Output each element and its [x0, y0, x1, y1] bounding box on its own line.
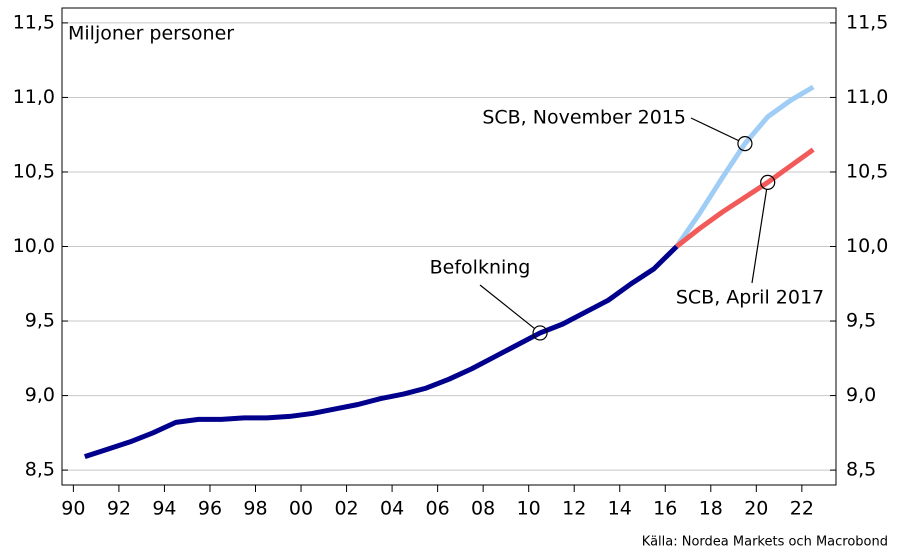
- y-tick-label: 10,5: [13, 160, 55, 182]
- x-tick-label: 14: [608, 498, 632, 520]
- x-tick-label: 16: [653, 498, 677, 520]
- annotation-leader: [751, 189, 768, 284]
- x-tick-label: 18: [699, 498, 723, 520]
- y-tick-label: 9,5: [25, 310, 55, 332]
- annotation-leader: [479, 284, 535, 330]
- y-tick-label: 11,0: [13, 86, 55, 108]
- series-line: [675, 147, 815, 249]
- x-tick-label: 20: [744, 498, 768, 520]
- y-tick-label: 11,5: [13, 11, 55, 33]
- y2-tick-label: 10,0: [846, 235, 888, 257]
- x-tick-label: 92: [107, 498, 131, 520]
- annotation-marker: [760, 174, 776, 191]
- y2-tick-label: 9,0: [846, 384, 876, 406]
- plot-frame: [61, 7, 837, 486]
- y-tick-label: 10,0: [13, 235, 55, 257]
- x-tick-label: 22: [790, 498, 814, 520]
- x-tick-label: 00: [289, 498, 313, 520]
- y2-tick-label: 10,5: [846, 160, 888, 182]
- source: Källa: Nordea Markets och Macrobond: [642, 535, 888, 550]
- x-tick-label: 94: [152, 498, 176, 520]
- series-line: [83, 244, 679, 460]
- x-tick-label: 96: [198, 498, 222, 520]
- x-tick-label: 08: [471, 498, 495, 520]
- annotation-marker: [532, 325, 548, 341]
- x-tick-label: 90: [61, 498, 85, 520]
- x-tick-label: 02: [334, 498, 358, 520]
- x-tick-label: 10: [517, 498, 541, 520]
- x-tick-label: 12: [562, 498, 586, 520]
- series-label: Befolkning: [430, 257, 531, 279]
- y-tick-label: 8,5: [25, 459, 55, 481]
- y-axis-label: Miljoner personer: [68, 23, 234, 45]
- y2-tick-label: 9,5: [846, 310, 876, 332]
- series-label: SCB, April 2017: [676, 287, 824, 309]
- y2-tick-label: 11,5: [846, 11, 888, 33]
- x-tick-label: 06: [426, 498, 450, 520]
- y2-tick-label: 11,0: [846, 86, 888, 108]
- x-tick-label: 04: [380, 498, 404, 520]
- x-tick-label: 98: [243, 498, 267, 520]
- series-label: SCB, November 2015: [482, 107, 686, 129]
- annotation-leader: [690, 117, 739, 142]
- y-tick-label: 9,0: [25, 384, 55, 406]
- y2-tick-label: 8,5: [846, 459, 876, 481]
- series-line: [674, 84, 815, 248]
- annotation-marker: [737, 136, 753, 152]
